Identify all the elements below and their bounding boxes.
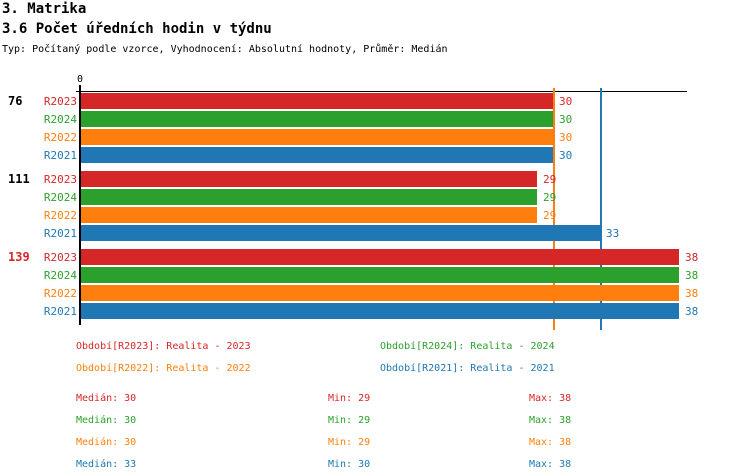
series-row-label: R2024 xyxy=(43,113,77,126)
bar-value-label: 38 xyxy=(685,251,699,264)
stat-median: Medián: 33 xyxy=(76,459,137,470)
stat-max: Max: 38 xyxy=(529,459,572,470)
bar xyxy=(81,249,679,265)
bar xyxy=(81,225,600,241)
series-row-label: R2022 xyxy=(43,287,77,300)
group-label: 76 xyxy=(8,94,23,108)
stat-min: Min: 29 xyxy=(328,437,371,448)
bar xyxy=(81,111,553,127)
stat-median: Medián: 30 xyxy=(76,415,137,426)
legend-item: Období[R2021]: Realita - 2021 xyxy=(380,363,555,374)
bar xyxy=(81,267,679,283)
series-row-label: R2024 xyxy=(43,191,77,204)
bar xyxy=(81,189,537,205)
bar xyxy=(81,147,553,163)
series-row-label: R2022 xyxy=(43,131,77,144)
bar xyxy=(81,207,537,223)
series-row-label: R2021 xyxy=(43,149,77,162)
bar-value-label: 38 xyxy=(685,269,699,282)
legend-item: Období[R2023]: Realita - 2023 xyxy=(76,341,251,352)
bar-value-label: 29 xyxy=(543,209,557,222)
bar-value-label: 30 xyxy=(559,149,573,162)
series-row-label: R2024 xyxy=(43,269,77,282)
series-row-label: R2023 xyxy=(43,251,77,264)
legend-item: Období[R2024]: Realita - 2024 xyxy=(380,341,555,352)
bar xyxy=(81,171,537,187)
series-row-label: R2021 xyxy=(43,227,77,240)
bar-value-label: 38 xyxy=(685,305,699,318)
chart-subtitle: Typ: Počítaný podle vzorce, Vyhodnocení:… xyxy=(2,44,448,55)
stat-min: Min: 29 xyxy=(328,393,371,404)
stat-median: Medián: 30 xyxy=(76,437,137,448)
legend-item: Období[R2022]: Realita - 2022 xyxy=(76,363,251,374)
bar xyxy=(81,129,553,145)
bar-value-label: 29 xyxy=(543,173,557,186)
median-reference-line xyxy=(553,88,555,330)
series-row-label: R2023 xyxy=(43,95,77,108)
x-axis-top-line xyxy=(76,91,687,92)
group-label: 139 xyxy=(8,250,30,264)
series-row-label: R2022 xyxy=(43,209,77,222)
bar xyxy=(81,93,553,109)
series-row-label: R2023 xyxy=(43,173,77,186)
y-axis-line xyxy=(79,85,81,325)
bar-value-label: 30 xyxy=(559,95,573,108)
stat-max: Max: 38 xyxy=(529,393,572,404)
report-section-title: 3. Matrika xyxy=(2,1,87,17)
bar-value-label: 33 xyxy=(606,227,620,240)
group-label: 111 xyxy=(8,172,30,186)
stat-min: Min: 29 xyxy=(328,415,371,426)
stat-median: Medián: 30 xyxy=(76,393,137,404)
bar-value-label: 30 xyxy=(559,113,573,126)
x-axis-origin-label: 0 xyxy=(76,74,84,85)
bar xyxy=(81,303,679,319)
bar-value-label: 30 xyxy=(559,131,573,144)
bar-value-label: 29 xyxy=(543,191,557,204)
bar-value-label: 38 xyxy=(685,287,699,300)
stat-max: Max: 38 xyxy=(529,415,572,426)
stat-max: Max: 38 xyxy=(529,437,572,448)
chart-title: 3.6 Počet úředních hodin v týdnu xyxy=(2,21,272,37)
median-reference-line xyxy=(600,88,602,330)
series-row-label: R2021 xyxy=(43,305,77,318)
stat-min: Min: 30 xyxy=(328,459,371,470)
bar xyxy=(81,285,679,301)
